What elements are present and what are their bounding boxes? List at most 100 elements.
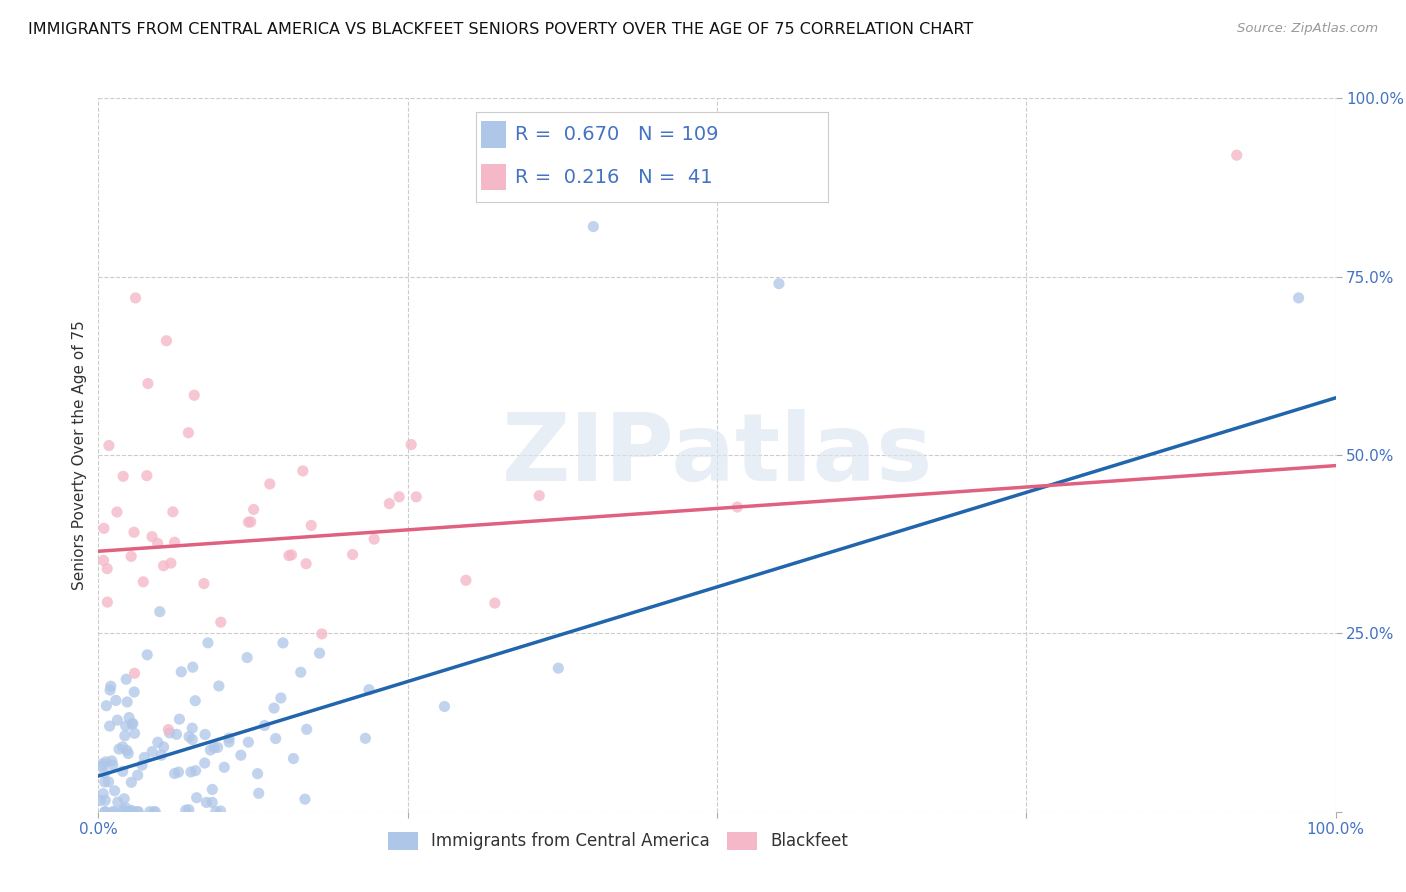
Point — [111, 739, 134, 754]
Point — [208, 679, 231, 693]
Point — [433, 699, 456, 714]
Point — [120, 549, 142, 564]
Point — [181, 732, 204, 747]
Point — [277, 549, 299, 563]
Point — [201, 782, 224, 797]
Point — [94, 755, 117, 769]
Point — [399, 437, 422, 451]
Point — [152, 739, 174, 754]
Point — [100, 679, 122, 693]
Point — [112, 805, 135, 819]
Point — [264, 731, 287, 746]
Point — [146, 735, 169, 749]
Point — [93, 766, 115, 780]
Point — [218, 731, 240, 746]
Point — [157, 723, 180, 737]
Point — [363, 532, 385, 546]
Point — [236, 650, 259, 665]
Point — [94, 793, 117, 807]
Point — [89, 793, 111, 807]
Point — [117, 747, 139, 761]
Point — [100, 754, 122, 768]
Point — [181, 660, 204, 674]
Point — [768, 277, 790, 291]
Point — [271, 636, 294, 650]
Point — [91, 756, 114, 771]
Point — [582, 219, 605, 234]
Point — [378, 497, 401, 511]
Y-axis label: Seniors Poverty Over the Age of 75: Seniors Poverty Over the Age of 75 — [72, 320, 87, 590]
Point — [529, 489, 551, 503]
Point — [201, 796, 224, 810]
Point — [122, 716, 145, 731]
Point — [141, 745, 163, 759]
Point — [725, 500, 748, 514]
Point — [97, 438, 120, 452]
Point — [127, 805, 149, 819]
Text: Source: ZipAtlas.com: Source: ZipAtlas.com — [1237, 22, 1378, 36]
Point — [247, 786, 270, 800]
Point — [295, 557, 318, 571]
Point — [163, 766, 186, 780]
Point — [93, 775, 115, 789]
Point — [209, 804, 232, 818]
Point — [118, 710, 141, 724]
Point — [91, 759, 114, 773]
Point — [121, 805, 143, 819]
Point — [357, 682, 380, 697]
Point — [207, 740, 229, 755]
Point — [342, 548, 364, 562]
Point — [93, 553, 115, 567]
Point — [242, 502, 264, 516]
Point — [149, 605, 172, 619]
Point — [122, 525, 145, 540]
Point — [94, 805, 117, 819]
Point — [238, 735, 260, 749]
Point — [103, 805, 125, 819]
Point — [280, 548, 302, 562]
Point — [197, 636, 219, 650]
Legend: Immigrants from Central America, Blackfeet: Immigrants from Central America, Blackfe… — [381, 825, 855, 857]
Point — [104, 693, 127, 707]
Point — [138, 805, 160, 819]
Point — [180, 764, 202, 779]
Point — [177, 803, 200, 817]
Point — [155, 334, 177, 348]
Point — [166, 727, 188, 741]
Point — [118, 805, 141, 819]
Point — [229, 748, 252, 763]
Point — [115, 801, 138, 815]
Point — [308, 646, 330, 660]
Point — [183, 388, 205, 402]
Point — [108, 742, 131, 756]
Point — [136, 648, 159, 662]
Point — [299, 518, 322, 533]
Point — [159, 726, 181, 740]
Point — [283, 751, 305, 765]
Point — [111, 803, 134, 817]
Point — [146, 536, 169, 550]
Point — [354, 731, 377, 746]
Point — [143, 805, 166, 819]
Point — [152, 558, 174, 573]
Point — [136, 376, 159, 391]
Point — [115, 743, 138, 757]
Point — [195, 796, 218, 810]
Point — [174, 803, 197, 817]
Point — [98, 683, 121, 698]
Point — [124, 726, 146, 740]
Point — [194, 756, 217, 770]
Point — [218, 735, 240, 749]
Point — [135, 468, 157, 483]
Point — [94, 805, 117, 819]
Point — [120, 775, 142, 789]
Point — [239, 515, 262, 529]
Point — [101, 758, 124, 772]
Text: IMMIGRANTS FROM CENTRAL AMERICA VS BLACKFEET SENIORS POVERTY OVER THE AGE OF 75 : IMMIGRANTS FROM CENTRAL AMERICA VS BLACK… — [28, 22, 973, 37]
Point — [1226, 148, 1249, 162]
Point — [194, 727, 217, 741]
Point — [311, 627, 333, 641]
Text: ZIPatlas: ZIPatlas — [502, 409, 932, 501]
Point — [212, 760, 235, 774]
Point — [1288, 291, 1310, 305]
